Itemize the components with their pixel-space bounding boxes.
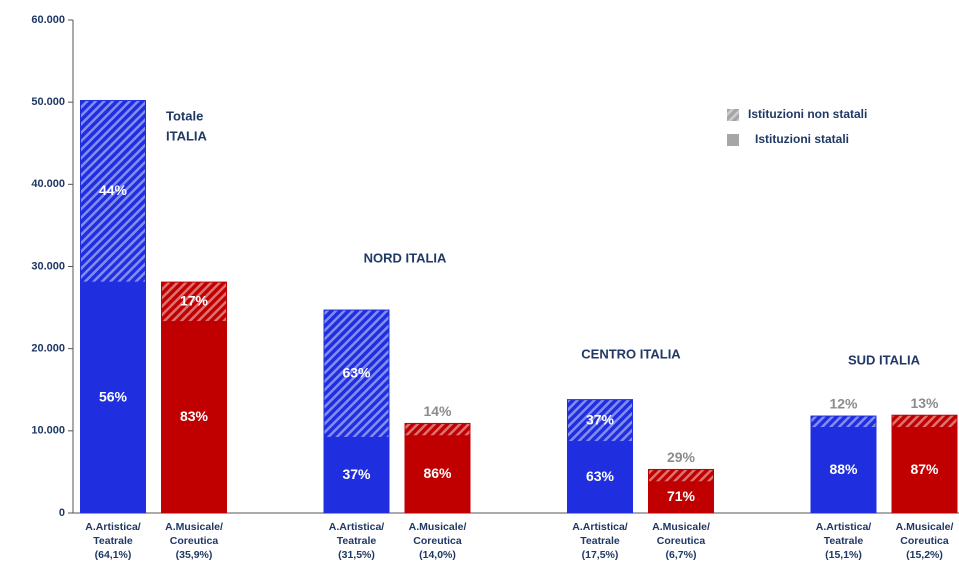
value-label: 44% [99, 182, 128, 198]
x-tick-label: A.Musicale/ [652, 521, 710, 533]
value-label: 88% [829, 461, 858, 477]
group-label: ITALIA [166, 128, 208, 143]
legend-swatch [727, 134, 739, 146]
x-tick-label: Teatrale [93, 535, 133, 547]
x-tick-label: A.Artistica/ [816, 521, 872, 533]
value-label: 86% [423, 465, 452, 481]
y-tick-label: 10.000 [31, 425, 65, 437]
x-tick-label: A.Musicale/ [409, 521, 467, 533]
value-label: 87% [910, 461, 939, 477]
x-tick-label: Coreutica [170, 535, 219, 547]
x-tick-label: A.Musicale/ [896, 521, 954, 533]
value-label: 63% [342, 364, 371, 380]
bar-segment [567, 441, 633, 514]
y-tick-label: 40.000 [31, 178, 65, 190]
bar-segment [891, 427, 958, 514]
x-tick-label: Coreutica [413, 535, 462, 547]
y-tick-label: 60.000 [31, 14, 65, 26]
x-tick-label: (64,1%) [95, 549, 132, 561]
x-tick-label: (31,5%) [338, 549, 375, 561]
y-tick-label: 20.000 [31, 343, 65, 355]
value-label: 71% [667, 488, 696, 504]
x-tick-label: (6,7%) [666, 549, 697, 561]
x-tick-label: A.Artistica/ [85, 521, 141, 533]
y-tick-label: 50.000 [31, 96, 65, 108]
value-label: 29% [667, 449, 696, 465]
bar-segment [404, 422, 471, 437]
value-label: 63% [586, 468, 615, 484]
legend-label: Istituzioni statali [755, 132, 849, 146]
x-tick-label: Coreutica [657, 535, 706, 547]
x-tick-label: Coreutica [900, 535, 949, 547]
value-label: 37% [586, 411, 615, 427]
group-label: NORD ITALIA [364, 250, 447, 265]
bar-segment [323, 436, 390, 514]
value-label: 14% [423, 403, 452, 419]
value-label: 37% [342, 466, 371, 482]
value-label: 13% [910, 395, 939, 411]
bar-segment [80, 100, 146, 283]
bar-segment [648, 468, 714, 483]
x-tick-label: (14,0%) [419, 549, 456, 561]
value-label: 17% [180, 293, 209, 309]
bar-segment [323, 309, 390, 438]
bar-segment [891, 414, 958, 429]
x-tick-label: (15,2%) [906, 549, 943, 561]
group-label: SUD ITALIA [848, 352, 921, 367]
legend-label: Istituzioni non statali [748, 107, 867, 121]
x-tick-label: A.Artistica/ [329, 521, 385, 533]
x-tick-label: Teatrale [337, 535, 377, 547]
value-label: 83% [180, 408, 209, 424]
bar-segment [161, 281, 227, 323]
value-label: 56% [99, 388, 128, 404]
bar-segment [161, 321, 227, 514]
x-tick-label: (17,5%) [582, 549, 619, 561]
x-tick-label: A.Artistica/ [572, 521, 628, 533]
bar-segment [810, 415, 877, 429]
value-label: 12% [829, 396, 858, 412]
x-tick-label: (35,9%) [176, 549, 213, 561]
x-tick-label: Teatrale [824, 535, 864, 547]
x-tick-label: A.Musicale/ [165, 521, 223, 533]
group-label: Totale [166, 108, 203, 123]
x-tick-label: (15,1%) [825, 549, 862, 561]
y-tick-label: 0 [59, 507, 65, 519]
group-label: CENTRO ITALIA [581, 346, 681, 361]
y-tick-label: 30.000 [31, 260, 65, 272]
bar-segment [80, 281, 146, 514]
bar-segment [648, 481, 714, 514]
legend-swatch [727, 109, 739, 121]
bar-segment [567, 399, 633, 443]
x-tick-label: Teatrale [580, 535, 620, 547]
